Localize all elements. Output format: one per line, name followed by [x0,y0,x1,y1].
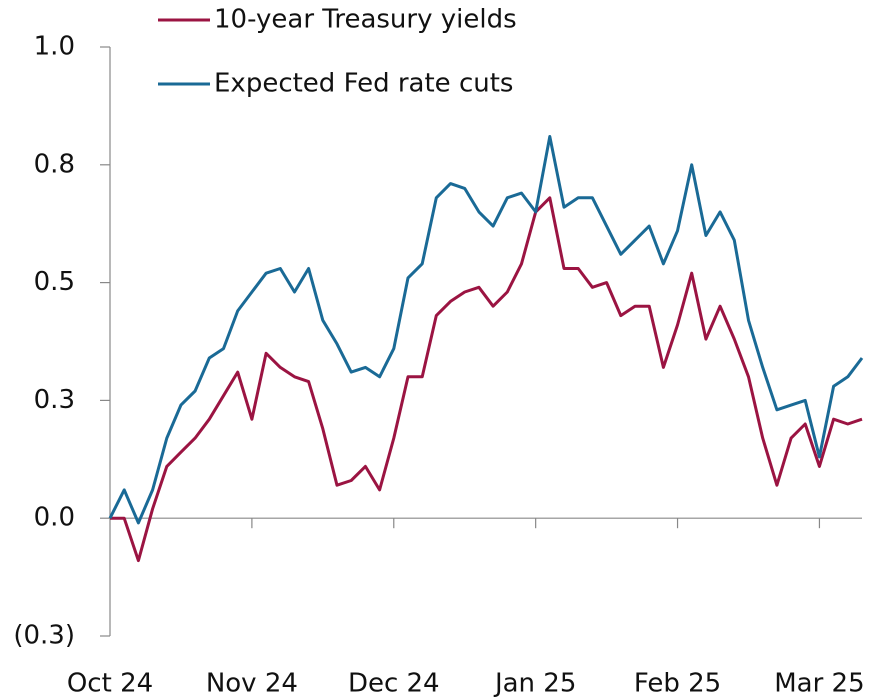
legend-label: 10-year Treasury yields [214,5,517,35]
x-tick-label: Oct 24 [67,669,153,699]
y-tick-label: 0.3 [34,385,75,415]
y-tick-label: 1.0 [34,32,75,62]
y-tick-label: 0.8 [34,149,75,179]
line-series [110,196,863,563]
x-tick-label: Mar 25 [774,669,864,699]
y-tick-label: (0.3) [13,621,75,651]
y-tick-label: 0.5 [34,267,75,297]
x-tick-label: Feb 25 [634,669,721,699]
x-tick-label: Jan 25 [493,669,576,699]
y-tick-label: 0.0 [34,503,75,533]
legend-label: Expected Fed rate cuts [214,69,513,99]
x-tick-label: Nov 24 [206,669,298,699]
line-series [108,135,864,525]
x-tick-label: Dec 24 [348,669,440,699]
